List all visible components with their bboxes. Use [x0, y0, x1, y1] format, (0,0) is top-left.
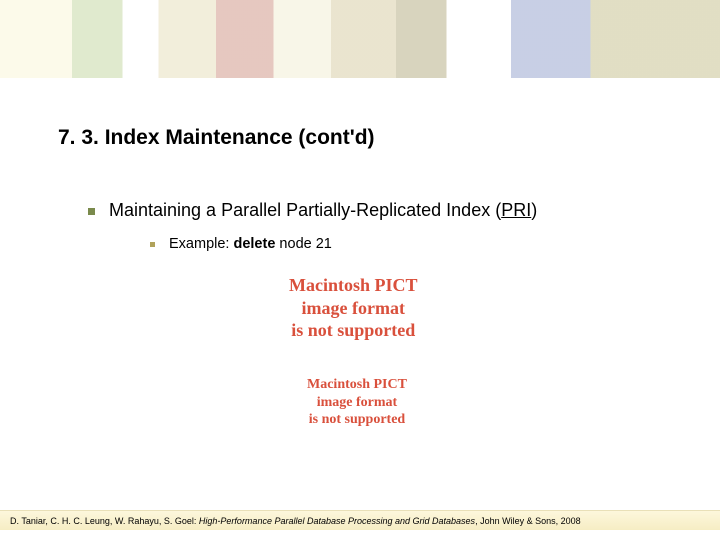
- placeholder-line: is not supported: [289, 319, 418, 342]
- footer-bar: D. Taniar, C. H. C. Leung, W. Rahayu, S.…: [0, 510, 720, 530]
- bullet-1-acronym: PRI: [501, 200, 531, 220]
- footer-authors: D. Taniar, C. H. C. Leung, W. Rahayu, S.…: [10, 516, 199, 526]
- pict-placeholder-2: Macintosh PICT image format is not suppo…: [307, 376, 407, 429]
- placeholder-line: image format: [289, 297, 418, 320]
- pict-placeholder-1: Macintosh PICT image format is not suppo…: [289, 274, 418, 342]
- bullet-2-suffix: node 21: [275, 236, 331, 252]
- bullet-1-suffix: ): [531, 200, 537, 220]
- bullet-2-bold: delete: [233, 236, 275, 252]
- bullet-2-prefix: Example:: [169, 236, 233, 252]
- bullet-1-text: Maintaining a Parallel Partially-Replica…: [109, 200, 537, 221]
- slide-title: 7. 3. Index Maintenance (cont'd): [58, 126, 375, 150]
- placeholder-line: Macintosh PICT: [289, 274, 418, 297]
- footer-citation: D. Taniar, C. H. C. Leung, W. Rahayu, S.…: [10, 516, 581, 526]
- bullet-1-prefix: Maintaining a Parallel Partially-Replica…: [109, 200, 501, 220]
- square-bullet-icon: [88, 208, 95, 215]
- footer-tail: , John Wiley & Sons, 2008: [475, 516, 581, 526]
- placeholder-line: image format: [307, 394, 407, 412]
- placeholder-line: is not supported: [307, 411, 407, 429]
- bullet-level-1: Maintaining a Parallel Partially-Replica…: [88, 200, 537, 221]
- bullet-2-text: Example: delete node 21: [169, 236, 332, 252]
- square-bullet-icon: [150, 242, 155, 247]
- bullet-level-2: Example: delete node 21: [150, 236, 332, 252]
- decorative-banner: [0, 0, 720, 78]
- footer-title-italic: High-Performance Parallel Database Proce…: [199, 516, 475, 526]
- placeholder-line: Macintosh PICT: [307, 376, 407, 394]
